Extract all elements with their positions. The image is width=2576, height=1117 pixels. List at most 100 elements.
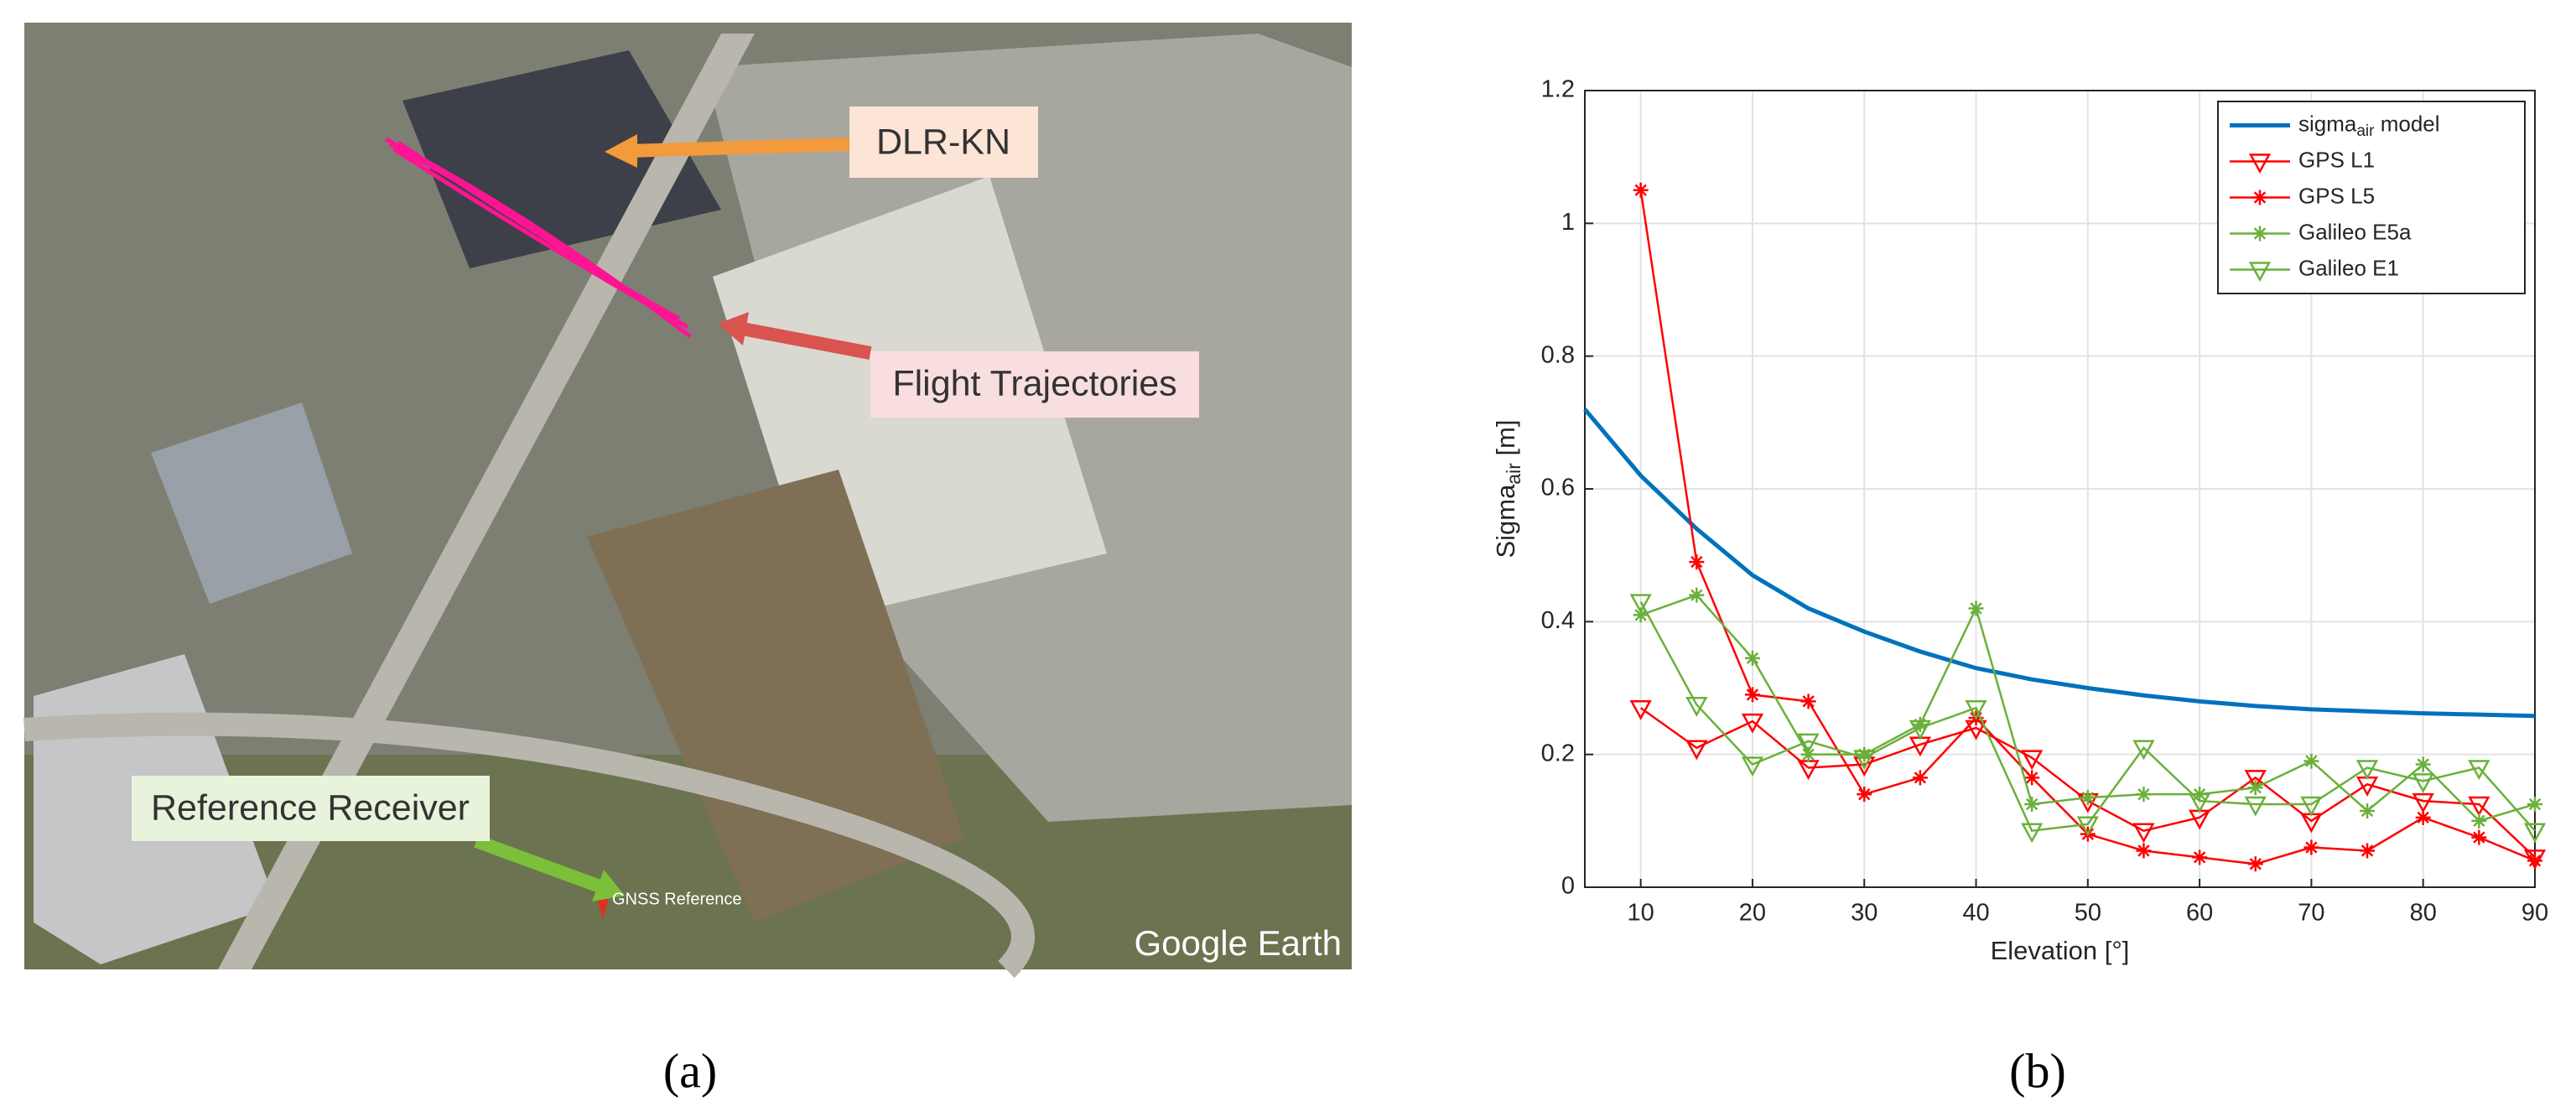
legend-marker — [2252, 226, 2267, 242]
legend-label-part: sigma — [2298, 111, 2357, 136]
marker — [1800, 746, 1816, 762]
marker — [1744, 687, 1760, 703]
marker — [2468, 796, 2490, 817]
y-axis-label: Sigmaair [m] — [1491, 419, 1524, 558]
marker — [1689, 587, 1705, 603]
y-axis-label-part: air — [1503, 463, 1524, 485]
x-tick-label: 90 — [2521, 900, 2548, 927]
marker — [2412, 773, 2434, 793]
x-tick-label: 30 — [1851, 900, 1877, 927]
x-axis-label: Elevation [°] — [1991, 936, 2130, 965]
marker — [1857, 746, 1872, 762]
marker — [2360, 803, 2376, 818]
y-tick-label: 0.4 — [1541, 607, 1575, 634]
marker — [1912, 770, 1928, 786]
road — [23, 712, 1035, 979]
marker — [1741, 713, 1764, 734]
map-pin — [598, 896, 608, 920]
marker — [2527, 797, 2542, 813]
marker — [1797, 733, 1820, 754]
legend-label: GPS L1 — [2298, 147, 2375, 172]
marker — [1744, 650, 1760, 666]
marker — [1629, 594, 1652, 615]
marker — [2244, 770, 2267, 790]
legend-label: sigmaair model — [2298, 111, 2440, 140]
y-axis-label-part: Sigma — [1491, 484, 1520, 558]
marker — [2024, 797, 2040, 813]
marker — [1685, 740, 1708, 761]
watermark: Google Earth — [1135, 923, 1343, 963]
label-box — [849, 107, 1038, 178]
legend-marker — [2252, 190, 2267, 205]
x-tick-label: 40 — [1962, 900, 1989, 927]
x-tick-label: 60 — [2186, 900, 2213, 927]
marker — [1912, 717, 1928, 733]
y-tick-label: 0 — [1561, 873, 1575, 900]
marker — [2247, 780, 2263, 796]
photo-label: Flight Trajectories — [892, 363, 1176, 403]
marker — [2136, 787, 2152, 803]
marker — [1685, 697, 1708, 717]
marker — [2355, 760, 2379, 781]
marker — [2021, 750, 2044, 771]
marker — [2024, 770, 2040, 786]
caption: (b) — [2009, 1043, 2066, 1098]
marker — [2360, 843, 2376, 859]
y-tick-label: 0.6 — [1541, 475, 1575, 501]
marker — [1857, 787, 1872, 803]
marker — [2244, 796, 2267, 817]
marker — [2076, 816, 2099, 837]
flight-trajectories — [384, 137, 692, 338]
legend-marker — [2248, 153, 2272, 174]
marker — [1741, 756, 1764, 777]
marker — [1909, 720, 1931, 740]
marker — [2132, 740, 2155, 761]
marker — [1629, 700, 1652, 720]
marker — [2471, 829, 2487, 845]
marker — [2303, 839, 2319, 855]
marker — [2523, 823, 2547, 844]
marker — [2080, 790, 2096, 806]
axes-box — [1584, 90, 2536, 888]
chart: 10 20 30 40 50 60 70 80 90 0 0.2 0.4 0.6 0.8 1 1.2 Eleva… — [1491, 76, 2548, 966]
legend-label-part: air — [2356, 122, 2375, 140]
y-tick-label: 0.8 — [1541, 341, 1575, 368]
marker — [2527, 853, 2542, 869]
marker — [1689, 554, 1705, 570]
legend-marker — [2248, 262, 2272, 283]
aerial-photo: DLR-KN Flight Trajectories Reference Rec… — [23, 23, 1352, 979]
marker — [2021, 823, 2044, 844]
marker — [2247, 856, 2263, 872]
marker — [1633, 607, 1649, 623]
y-tick-label: 0.2 — [1541, 740, 1575, 766]
legend-label: GPS L5 — [2298, 183, 2375, 208]
x-tick-label: 50 — [2075, 900, 2101, 927]
building — [151, 403, 352, 604]
marker — [1633, 182, 1649, 198]
rough-terrain — [587, 470, 964, 922]
x-tick-label: 20 — [1739, 900, 1766, 927]
x-tick-label: 70 — [2298, 900, 2324, 927]
marker — [1968, 600, 1984, 616]
map-label: GNSS Reference — [612, 890, 742, 908]
marker — [2468, 760, 2490, 781]
marker — [1965, 700, 1987, 720]
x-tick-label: 10 — [1628, 900, 1654, 927]
x-tick-label: 80 — [2410, 900, 2437, 927]
caption: (a) — [663, 1043, 717, 1098]
photo-label: Reference Receiver — [151, 787, 470, 828]
label-box — [870, 351, 1199, 418]
marker — [2189, 792, 2211, 813]
marker — [2415, 809, 2431, 825]
marker — [2300, 796, 2323, 817]
marker — [2136, 843, 2152, 859]
legend-label-part: model — [2374, 111, 2439, 136]
marker — [1853, 750, 1876, 771]
marker — [2471, 813, 2487, 829]
series-line — [1639, 600, 2536, 833]
label-box — [132, 776, 490, 841]
legend-label: Galileo E5a — [2298, 219, 2412, 244]
photo-label: DLR-KN — [876, 122, 1010, 162]
